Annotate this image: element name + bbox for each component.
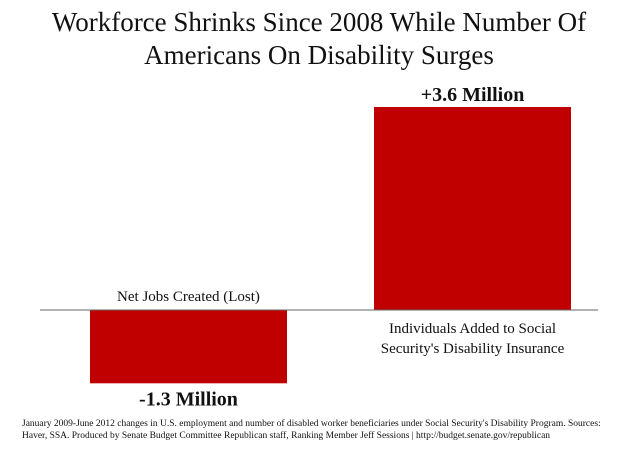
bar-2 — [374, 107, 571, 310]
data-label-2: +3.6 Million — [421, 84, 525, 106]
data-label-1: -1.3 Million — [139, 388, 238, 410]
chart-footnote: January 2009-June 2012 changes in U.S. e… — [22, 419, 601, 441]
category-label-1: Net Jobs Created (Lost) — [117, 289, 260, 305]
bar-1 — [90, 310, 287, 384]
chart-title: Workforce Shrinks Since 2008 While Numbe… — [51, 7, 587, 70]
category-label-2: Individuals Added to Social Security's Di… — [381, 321, 565, 357]
